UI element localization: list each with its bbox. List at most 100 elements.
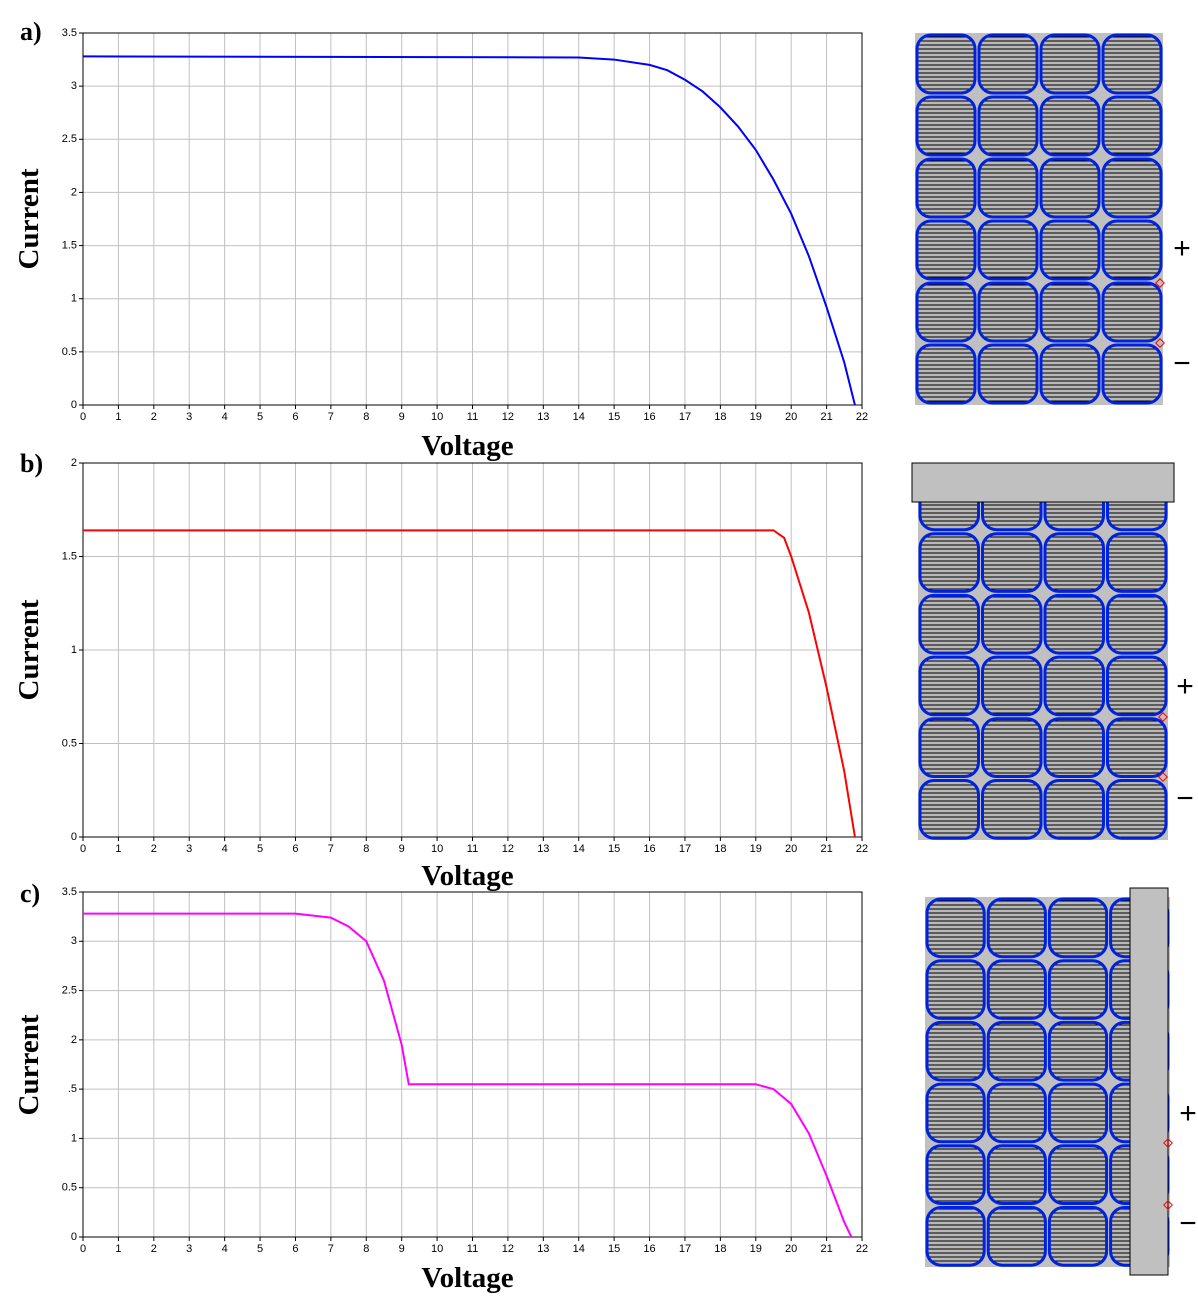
x-tick-label: 6 (292, 843, 298, 855)
terminal-label: − (1179, 1207, 1197, 1240)
solar-cell (986, 1020, 1047, 1082)
solar-cell (1101, 343, 1163, 405)
x-axis-label: Voltage (421, 1262, 513, 1294)
solar-cell (977, 219, 1039, 281)
solar-cell (981, 717, 1043, 778)
terminal-marker (1163, 1138, 1173, 1148)
solar-cell (981, 655, 1043, 717)
panel-label: b) (20, 449, 43, 478)
x-tick-label: 20 (785, 843, 797, 855)
x-tick-label: 4 (222, 1243, 228, 1255)
x-tick-label: 15 (608, 1243, 620, 1255)
panel-label: a) (20, 17, 42, 46)
x-tick-label: 16 (643, 411, 655, 423)
terminal-label: + (1179, 1097, 1197, 1130)
terminal-label: + (1173, 232, 1191, 265)
solar-cell (915, 95, 977, 157)
y-tick-label: 0.5 (62, 1182, 77, 1194)
x-tick-label: 7 (328, 411, 334, 423)
y-tick-label: 2.5 (62, 133, 77, 145)
terminal-marker (1158, 712, 1168, 722)
x-tick-label: 17 (679, 1243, 691, 1255)
x-tick-label: 2 (151, 843, 157, 855)
y-tick-label: 0.5 (62, 346, 77, 358)
y-tick-label: 3 (71, 935, 77, 947)
solar-cell (918, 532, 980, 593)
solar-cell (977, 157, 1039, 219)
x-tick-label: 9 (399, 411, 405, 423)
y-tick-label: 0 (71, 399, 77, 411)
x-tick-label: 4 (222, 411, 228, 423)
y-tick-label: 1.5 (62, 550, 77, 562)
solar-cell (986, 1144, 1047, 1206)
solar-cell (915, 343, 977, 405)
plot-frame (82, 462, 863, 838)
iv-curve (82, 55, 856, 406)
x-tick-label: 12 (502, 411, 514, 423)
solar-cell (1039, 281, 1101, 343)
x-tick-label: 0 (80, 411, 86, 423)
x-tick-label: 21 (820, 1243, 832, 1255)
shade-cover (911, 462, 1175, 503)
x-tick-label: 15 (608, 411, 620, 423)
solar-cell (977, 343, 1039, 405)
x-tick-label: 14 (573, 843, 585, 855)
module-frame (915, 33, 1163, 405)
x-tick-label: 4 (222, 843, 228, 855)
solar-cell (915, 281, 977, 343)
terminal-marker (1155, 278, 1165, 288)
solar-cell (915, 157, 977, 219)
y-tick-label: 2.5 (62, 984, 77, 996)
solar-cell (1101, 33, 1163, 95)
x-tick-label: 5 (257, 1243, 263, 1255)
x-tick-label: 20 (785, 411, 797, 423)
x-tick-label: 14 (573, 1243, 585, 1255)
iv-curve (83, 529, 856, 838)
terminal-marker (1155, 338, 1165, 348)
x-tick-label: 21 (820, 411, 832, 423)
x-tick-label: 22 (856, 843, 868, 855)
solar-cell (977, 281, 1039, 343)
solar-cell (1039, 219, 1101, 281)
x-tick-label: 6 (292, 411, 298, 423)
solar-cell (915, 33, 977, 95)
solar-cell (1047, 959, 1109, 1020)
x-tick-label: 2 (151, 411, 157, 423)
x-tick-label: 17 (679, 411, 691, 423)
solar-cell (925, 959, 986, 1020)
solar-cell (925, 1144, 986, 1206)
x-tick-label: 16 (643, 1243, 655, 1255)
x-tick-label: 1 (115, 411, 121, 423)
solar-cell (925, 1020, 986, 1082)
x-tick-label: 10 (431, 411, 443, 423)
x-axis-label: Voltage (421, 430, 513, 462)
terminal-label: − (1176, 782, 1194, 815)
solar-cell (918, 655, 980, 717)
x-tick-label: 2 (151, 1243, 157, 1255)
solar-cell (918, 779, 980, 840)
x-tick-label: 10 (431, 843, 443, 855)
x-tick-label: 22 (856, 411, 868, 423)
x-tick-label: 11 (467, 1243, 478, 1255)
solar-cell (925, 1082, 986, 1144)
y-tick-label: 1 (71, 1132, 77, 1144)
x-tick-label: 16 (643, 843, 655, 855)
solar-cell (1039, 33, 1101, 95)
y-axis-label: Current (13, 1014, 45, 1115)
solar-cell (986, 897, 1047, 959)
shade-cover (1129, 887, 1169, 1276)
solar-cell (918, 593, 980, 655)
solar-cell (1047, 1082, 1109, 1144)
x-tick-label: 9 (399, 843, 405, 855)
solar-cell (1047, 1206, 1109, 1267)
x-tick-label: 9 (399, 1243, 405, 1255)
y-tick-label: 1 (71, 644, 77, 656)
solar-cell (977, 95, 1039, 157)
x-axis-label: Voltage (421, 860, 513, 892)
x-tick-label: 7 (328, 843, 334, 855)
y-tick-label: 0 (71, 831, 77, 843)
solar-cell (981, 532, 1043, 593)
solar-cell (925, 897, 986, 959)
solar-cell (977, 33, 1039, 95)
